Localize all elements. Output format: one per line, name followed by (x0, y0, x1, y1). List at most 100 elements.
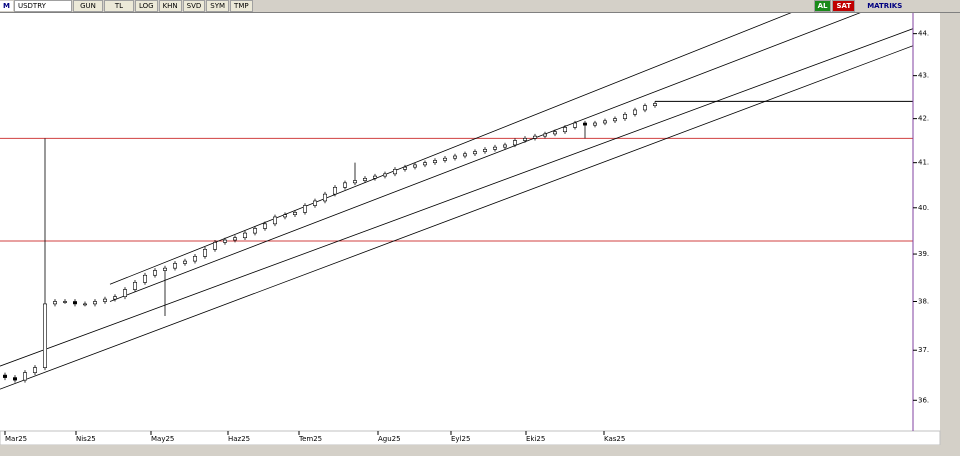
trend-line (0, 45, 913, 390)
candle-body (123, 289, 128, 298)
candle-body (412, 164, 417, 168)
candle-body (13, 377, 18, 381)
candle-body (32, 367, 37, 373)
candle-body (422, 162, 427, 166)
candle-body (502, 144, 507, 148)
sell-button[interactable]: SAT (832, 0, 856, 12)
candle-body (193, 256, 198, 262)
price-axis-area (913, 13, 940, 431)
candle-body (292, 212, 297, 215)
candle-body (392, 169, 397, 175)
button[interactable]: KHN (158, 0, 182, 12)
candle-body (472, 151, 477, 155)
y-tick-label: 43. (918, 72, 929, 80)
logo: M (0, 1, 13, 11)
candle-body (562, 127, 567, 133)
button[interactable]: SYM (206, 0, 230, 12)
candle-body (173, 263, 178, 269)
candle-body (62, 301, 67, 303)
candle-body (622, 113, 627, 119)
candle-body (213, 242, 218, 250)
plot-area (0, 13, 913, 390)
candle-body (432, 160, 437, 163)
candle-body (262, 223, 267, 229)
x-tick-label: Mar25 (5, 435, 27, 443)
candle-body (342, 182, 347, 188)
candle-body (582, 122, 587, 126)
candle-body (93, 301, 98, 305)
y-tick-label: 41. (918, 159, 929, 167)
candle-body (612, 118, 617, 122)
candle-body (542, 133, 547, 137)
candle-body (632, 109, 637, 115)
candle-body (282, 214, 287, 218)
candle-body (113, 296, 118, 300)
side-panel (940, 13, 960, 456)
symbol-box[interactable]: USDTRY (13, 0, 72, 12)
candle-body (382, 173, 387, 177)
candle-body (73, 301, 78, 305)
candle-body (352, 180, 357, 184)
candle-body (143, 274, 148, 283)
trend-line (0, 28, 913, 367)
candle-body (452, 155, 457, 159)
candle-body (253, 228, 258, 234)
brand: MATRIKS (864, 1, 906, 11)
y-tick-label: 42. (918, 115, 929, 123)
trend-line (109, 13, 861, 302)
candle-body (233, 237, 238, 241)
candle-body (362, 178, 367, 181)
button[interactable]: SVD (182, 0, 206, 12)
y-tick-label: 40. (918, 204, 929, 212)
x-tick-label: Haz25 (228, 435, 250, 443)
x-tick-label: Kas25 (604, 435, 625, 443)
x-tick-label: Nis25 (76, 435, 96, 443)
chart: 36. 37. 38. 39. 40. 41. 42. 43. 44. Mar25 Nis25 May… (0, 13, 960, 456)
candle-body (332, 187, 337, 195)
candle-body (52, 301, 57, 305)
trend-line (109, 13, 792, 285)
candle-body (402, 166, 407, 170)
candle-body (642, 105, 647, 111)
y-tick-label: 38. (918, 298, 929, 306)
x-tick-label: Agu25 (378, 435, 401, 443)
candle-body (2, 374, 8, 378)
candle-body (133, 282, 138, 290)
candle-body (312, 200, 317, 206)
candle-body (552, 131, 557, 135)
candle-body (203, 249, 208, 257)
button[interactable]: TL (103, 0, 134, 12)
x-tick-label: May25 (151, 435, 174, 443)
buy-button[interactable]: AL (813, 0, 832, 12)
button[interactable]: GUN (72, 0, 103, 12)
candle-body (442, 157, 447, 161)
candle-body (272, 216, 277, 225)
candle-body (163, 267, 168, 271)
candle-body (302, 205, 307, 213)
x-tick-label: Eyl25 (451, 435, 470, 443)
candle-body (243, 232, 248, 239)
candle-body (602, 120, 607, 124)
candle-body (83, 303, 88, 306)
candle-body (183, 260, 188, 264)
candle-body (652, 103, 657, 106)
x-tick-label: Tem25 (298, 435, 322, 443)
candle-body (223, 239, 228, 243)
x-tick-label: Eki25 (526, 435, 545, 443)
candle-body (512, 140, 517, 146)
candle-body (153, 270, 158, 276)
y-tick-label: 44. (918, 30, 929, 38)
candle-body (372, 175, 377, 179)
candle-body (22, 372, 27, 381)
candle-body (522, 138, 527, 141)
candle-body (492, 146, 497, 150)
candle-body (482, 149, 487, 152)
y-tick-label: 37. (918, 346, 929, 354)
candle-body (572, 122, 577, 128)
scroll-bar[interactable] (0, 445, 960, 456)
button[interactable]: LOG (134, 0, 158, 12)
candle-body (42, 303, 47, 368)
candle-body (532, 135, 537, 139)
button[interactable]: TMP (230, 0, 253, 12)
